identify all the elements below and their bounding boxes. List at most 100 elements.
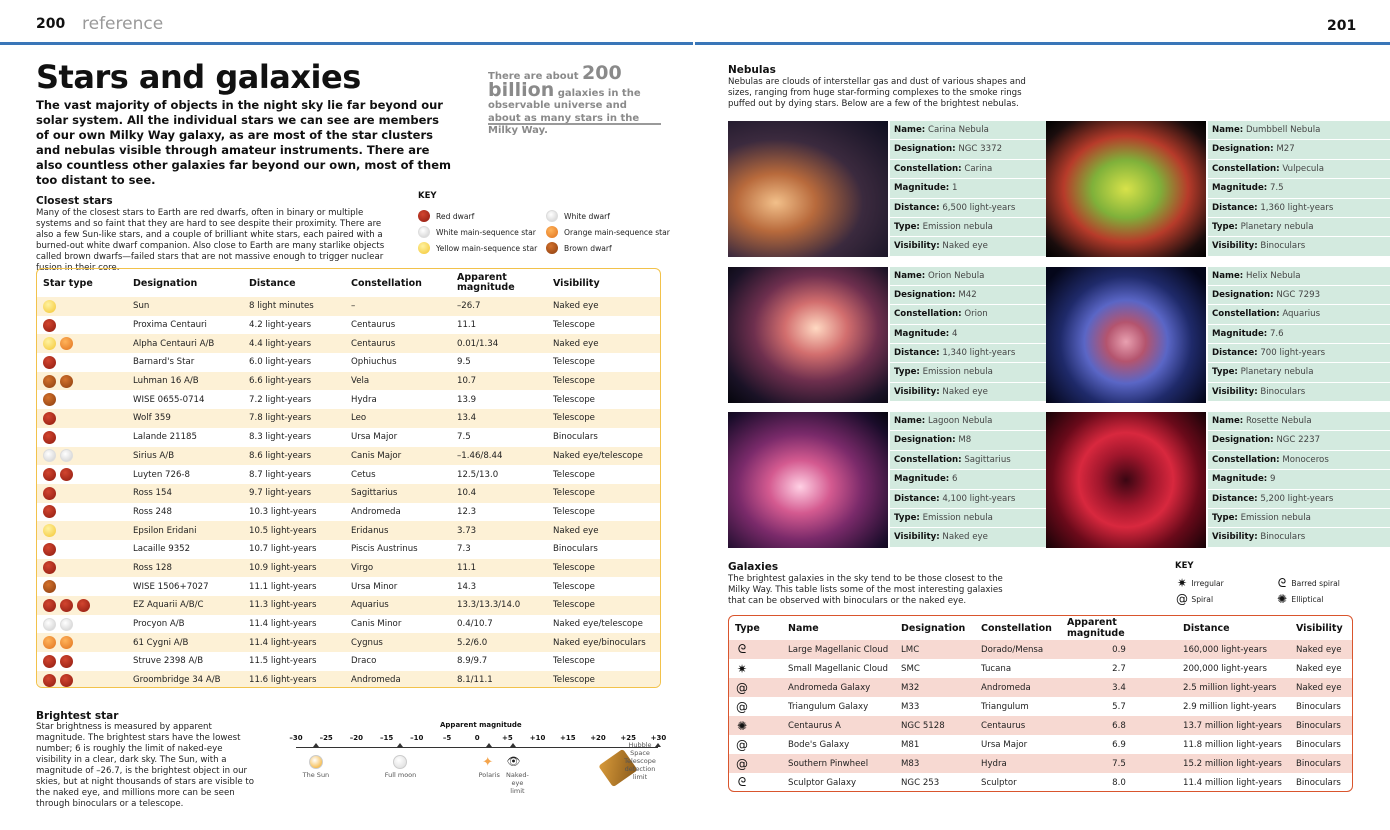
red-dwarf-icon bbox=[418, 210, 430, 222]
cell-designation: LMC bbox=[901, 644, 920, 655]
cell-designation: Struve 2398 A/B bbox=[133, 656, 204, 667]
cell-designation: 61 Cygni A/B bbox=[133, 637, 189, 648]
brown-star-icon bbox=[43, 374, 56, 388]
nebula-field-value: 4,100 light-years bbox=[942, 493, 1016, 504]
scale-marker-label: The Sun bbox=[302, 771, 330, 779]
cell-constellation: Hydra bbox=[351, 394, 377, 405]
closest-stars-table: Star type Designation Distance Constella… bbox=[36, 268, 661, 688]
star-type-dots bbox=[43, 505, 121, 519]
cell-constellation: Leo bbox=[351, 413, 367, 424]
brown-dwarf-icon bbox=[546, 242, 558, 254]
cell-magnitude: 8.1/11.1 bbox=[457, 675, 493, 686]
table-row: 61 Cygni A/B 11.4 light-years Cygnus 5.2/6.… bbox=[37, 633, 660, 653]
cell-designation: SMC bbox=[901, 663, 920, 674]
nebula-name: Name: Lagoon Nebula bbox=[890, 412, 1072, 432]
nebula-field-label: Visibility: bbox=[894, 532, 940, 543]
key-red-dwarf: Red dwarf bbox=[418, 208, 546, 224]
star-type-dots bbox=[43, 299, 121, 313]
nebula-constellation: Constellation: Aquarius bbox=[1208, 305, 1390, 325]
scale-marker-label: Full moon bbox=[384, 771, 417, 779]
cell-visibility: Telescope bbox=[553, 376, 595, 387]
nebula-field-label: Name: bbox=[1212, 125, 1244, 135]
cell-visibility: Binoculars bbox=[1296, 720, 1341, 731]
cell-distance: 10.9 light-years bbox=[249, 562, 317, 573]
nebula-info: Name: Helix Nebula Designation: NGC 7293 C… bbox=[1208, 266, 1390, 403]
col-apparent-magnitude: Apparent magnitude bbox=[457, 272, 515, 293]
red-star-icon bbox=[43, 673, 56, 687]
cell-distance: 9.7 light-years bbox=[249, 488, 312, 499]
nebula-field-label: Name: bbox=[1212, 270, 1244, 281]
nebula-field-label: Designation: bbox=[894, 144, 956, 155]
irregular-galaxy-icon: ✷ bbox=[1176, 576, 1188, 590]
table-row: Ross 248 10.3 light-years Andromeda 12.3 Tel… bbox=[37, 503, 660, 522]
galaxies-table: Type Name Designation Constellation Appa… bbox=[728, 615, 1353, 792]
star-type-dots bbox=[43, 617, 121, 631]
cell-distance: 160,000 light-years bbox=[1183, 644, 1267, 655]
red-star-icon bbox=[43, 486, 56, 500]
nebulas-heading: Nebulas bbox=[728, 64, 776, 76]
nebula-designation: Designation: NGC 2237 bbox=[1208, 431, 1390, 451]
star-key: Red dwarf White dwarf White main-sequenc… bbox=[418, 208, 678, 256]
spiral-galaxy-icon: @ bbox=[736, 737, 748, 752]
nebula-image bbox=[1046, 266, 1206, 403]
cell-designation: WISE 1506+7027 bbox=[133, 581, 209, 592]
nebula-visibility: Visibility: Naked eye bbox=[890, 382, 1072, 403]
cell-distance: 15.2 million light-years bbox=[1183, 758, 1282, 769]
cell-constellation: Dorado/Mensa bbox=[981, 644, 1044, 655]
table-row: Luhman 16 A/B 6.6 light-years Vela 10.7 Tele… bbox=[37, 371, 660, 391]
table-row: Luyten 726-8 8.7 light-years Cetus 12.5/13.… bbox=[37, 465, 660, 484]
nebula-field-label: Visibility: bbox=[894, 386, 940, 397]
key-brown-dwarf: Brown dwarf bbox=[546, 240, 678, 256]
cell-constellation: Andromeda bbox=[981, 682, 1031, 693]
nebula-field-value: Monoceros bbox=[1282, 454, 1329, 465]
cell-visibility: Binoculars bbox=[1296, 739, 1341, 750]
nebula-field-value: Aquarius bbox=[1282, 309, 1321, 320]
cell-distance: 8.6 light-years bbox=[249, 450, 312, 461]
nebula-info: Name: Dumbbell Nebula Designation: M27 Con… bbox=[1208, 121, 1390, 257]
nebula-field-label: Visibility: bbox=[1212, 386, 1258, 397]
cell-visibility: Naked eye bbox=[1296, 682, 1342, 693]
cell-distance: 11.5 light-years bbox=[249, 656, 317, 667]
spiral-galaxy-icon: @ bbox=[736, 756, 748, 771]
moon-icon bbox=[393, 755, 408, 769]
scale-tick-label: –5 bbox=[442, 734, 452, 742]
nebula-field-label: Visibility: bbox=[894, 241, 940, 252]
red-star-icon bbox=[60, 468, 73, 482]
cell-magnitude: 7.3 bbox=[457, 544, 471, 555]
page-title: Stars and galaxies bbox=[36, 58, 361, 96]
nebula-field-label: Type: bbox=[1212, 367, 1238, 378]
callout: There are about 200 billion galaxies in … bbox=[488, 64, 663, 138]
table-row: Alpha Centauri A/B 4.4 light-years Centaur… bbox=[37, 334, 660, 354]
nebula-field-label: Distance: bbox=[894, 202, 940, 213]
key-spiral: @ Spiral bbox=[1176, 592, 1214, 606]
nebula-image bbox=[1046, 121, 1206, 257]
nebula-magnitude: Magnitude: 7.6 bbox=[1208, 324, 1390, 345]
cell-designation: Ross 128 bbox=[133, 562, 172, 573]
galaxies-text: The brightest galaxies in the sky tend t… bbox=[728, 574, 1003, 606]
left-page-number: 200 bbox=[36, 16, 66, 32]
nebula-field-value: M8 bbox=[958, 435, 972, 446]
intro-text: The vast majority of objects in the nigh… bbox=[36, 98, 451, 187]
cell-magnitude: 7.5 bbox=[457, 432, 471, 443]
red-star-icon bbox=[43, 430, 56, 444]
cell-distance: 8.7 light-years bbox=[249, 469, 312, 480]
nebula-field-value: Naked eye bbox=[942, 386, 988, 397]
cell-visibility: Telescope bbox=[553, 469, 595, 480]
nebula-field-label: Magnitude: bbox=[1212, 474, 1268, 485]
elliptical-galaxy-icon: ✺ bbox=[1276, 592, 1288, 606]
cell-magnitude: 5.2/6.0 bbox=[457, 637, 488, 648]
cell-designation: Ross 154 bbox=[133, 488, 172, 499]
key-white-main-sequence: White main-sequence star bbox=[418, 224, 546, 240]
scale-tick-label: –15 bbox=[379, 734, 394, 742]
cell-visibility: Naked eye bbox=[1296, 663, 1342, 674]
cell-designation: M32 bbox=[901, 682, 920, 693]
star-type-dots bbox=[43, 654, 121, 668]
key-elliptical: ✺ Elliptical bbox=[1276, 592, 1324, 606]
cell-magnitude: 10.4 bbox=[457, 488, 477, 499]
cell-designation: M81 bbox=[901, 739, 920, 750]
cell-distance: 2.5 million light-years bbox=[1183, 682, 1277, 693]
nebula-field-value: 6,500 light-years bbox=[942, 202, 1016, 213]
scale-tick-label: +25 bbox=[620, 734, 636, 742]
nebula-field-value: Orion Nebula bbox=[927, 270, 985, 281]
cell-constellation: – bbox=[351, 301, 356, 312]
